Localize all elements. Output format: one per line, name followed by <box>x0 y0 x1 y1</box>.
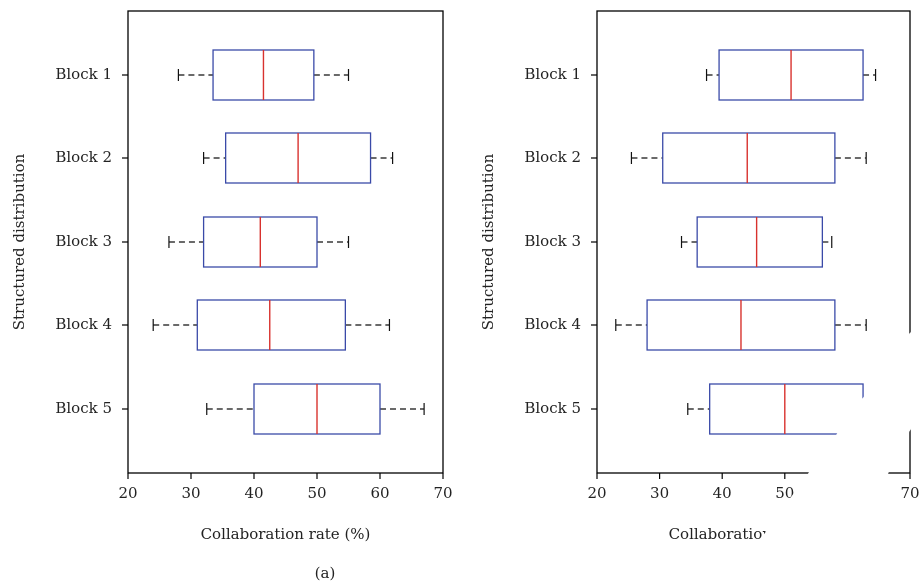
x-tick-label: 70 <box>900 484 919 502</box>
box-1 <box>705 49 877 101</box>
y-tick-label: Block 5 <box>524 399 581 417</box>
box-2 <box>203 132 394 184</box>
box-3 <box>168 216 350 268</box>
box-4 <box>615 299 867 351</box>
x-tick-label: 50 <box>307 484 326 502</box>
x-tick-label: 20 <box>587 484 606 502</box>
y-tick-label: Block 3 <box>524 232 581 250</box>
y-tick-label: Block 2 <box>524 148 581 166</box>
iqr-box <box>196 299 347 351</box>
x-tick-label: 30 <box>650 484 669 502</box>
y-tick-label: Block 1 <box>524 65 581 83</box>
iqr-box <box>696 216 824 268</box>
box-2 <box>630 132 867 184</box>
y-tick-label: Block 5 <box>55 399 112 417</box>
iqr-box <box>709 383 864 435</box>
x-tick-label: 20 <box>118 484 137 502</box>
panel-label: (a) <box>315 564 336 582</box>
y-axis-label: Structured distribution <box>10 153 28 330</box>
y-tick-label: Block 4 <box>55 315 112 333</box>
x-tick-label: 70 <box>433 484 452 502</box>
y-tick-label: Block 1 <box>55 65 112 83</box>
box-4 <box>152 299 391 351</box>
box-3 <box>680 216 833 268</box>
x-tick-label: 30 <box>181 484 200 502</box>
box-5 <box>206 383 425 435</box>
chart-panel-1: 20 30 40 50 60 70 Collaboration rate (%) Struct… <box>10 10 453 582</box>
x-tick-label: 60 <box>370 484 389 502</box>
x-axis-label: Collaboration rate (%) <box>201 525 371 543</box>
y-tick-label: Block 3 <box>55 232 112 250</box>
iqr-box <box>662 132 836 184</box>
x-tick-label: 40 <box>244 484 263 502</box>
y-tick-label: Block 2 <box>55 148 112 166</box>
y-axis-label: Structured distribution <box>479 153 497 330</box>
plot-frame <box>127 10 444 474</box>
x-tick-label: 50 <box>775 484 794 502</box>
box-1 <box>177 49 350 101</box>
watermark-overlay <box>725 315 923 588</box>
x-tick-label: 40 <box>713 484 732 502</box>
y-tick-label: Block 4 <box>524 315 581 333</box>
